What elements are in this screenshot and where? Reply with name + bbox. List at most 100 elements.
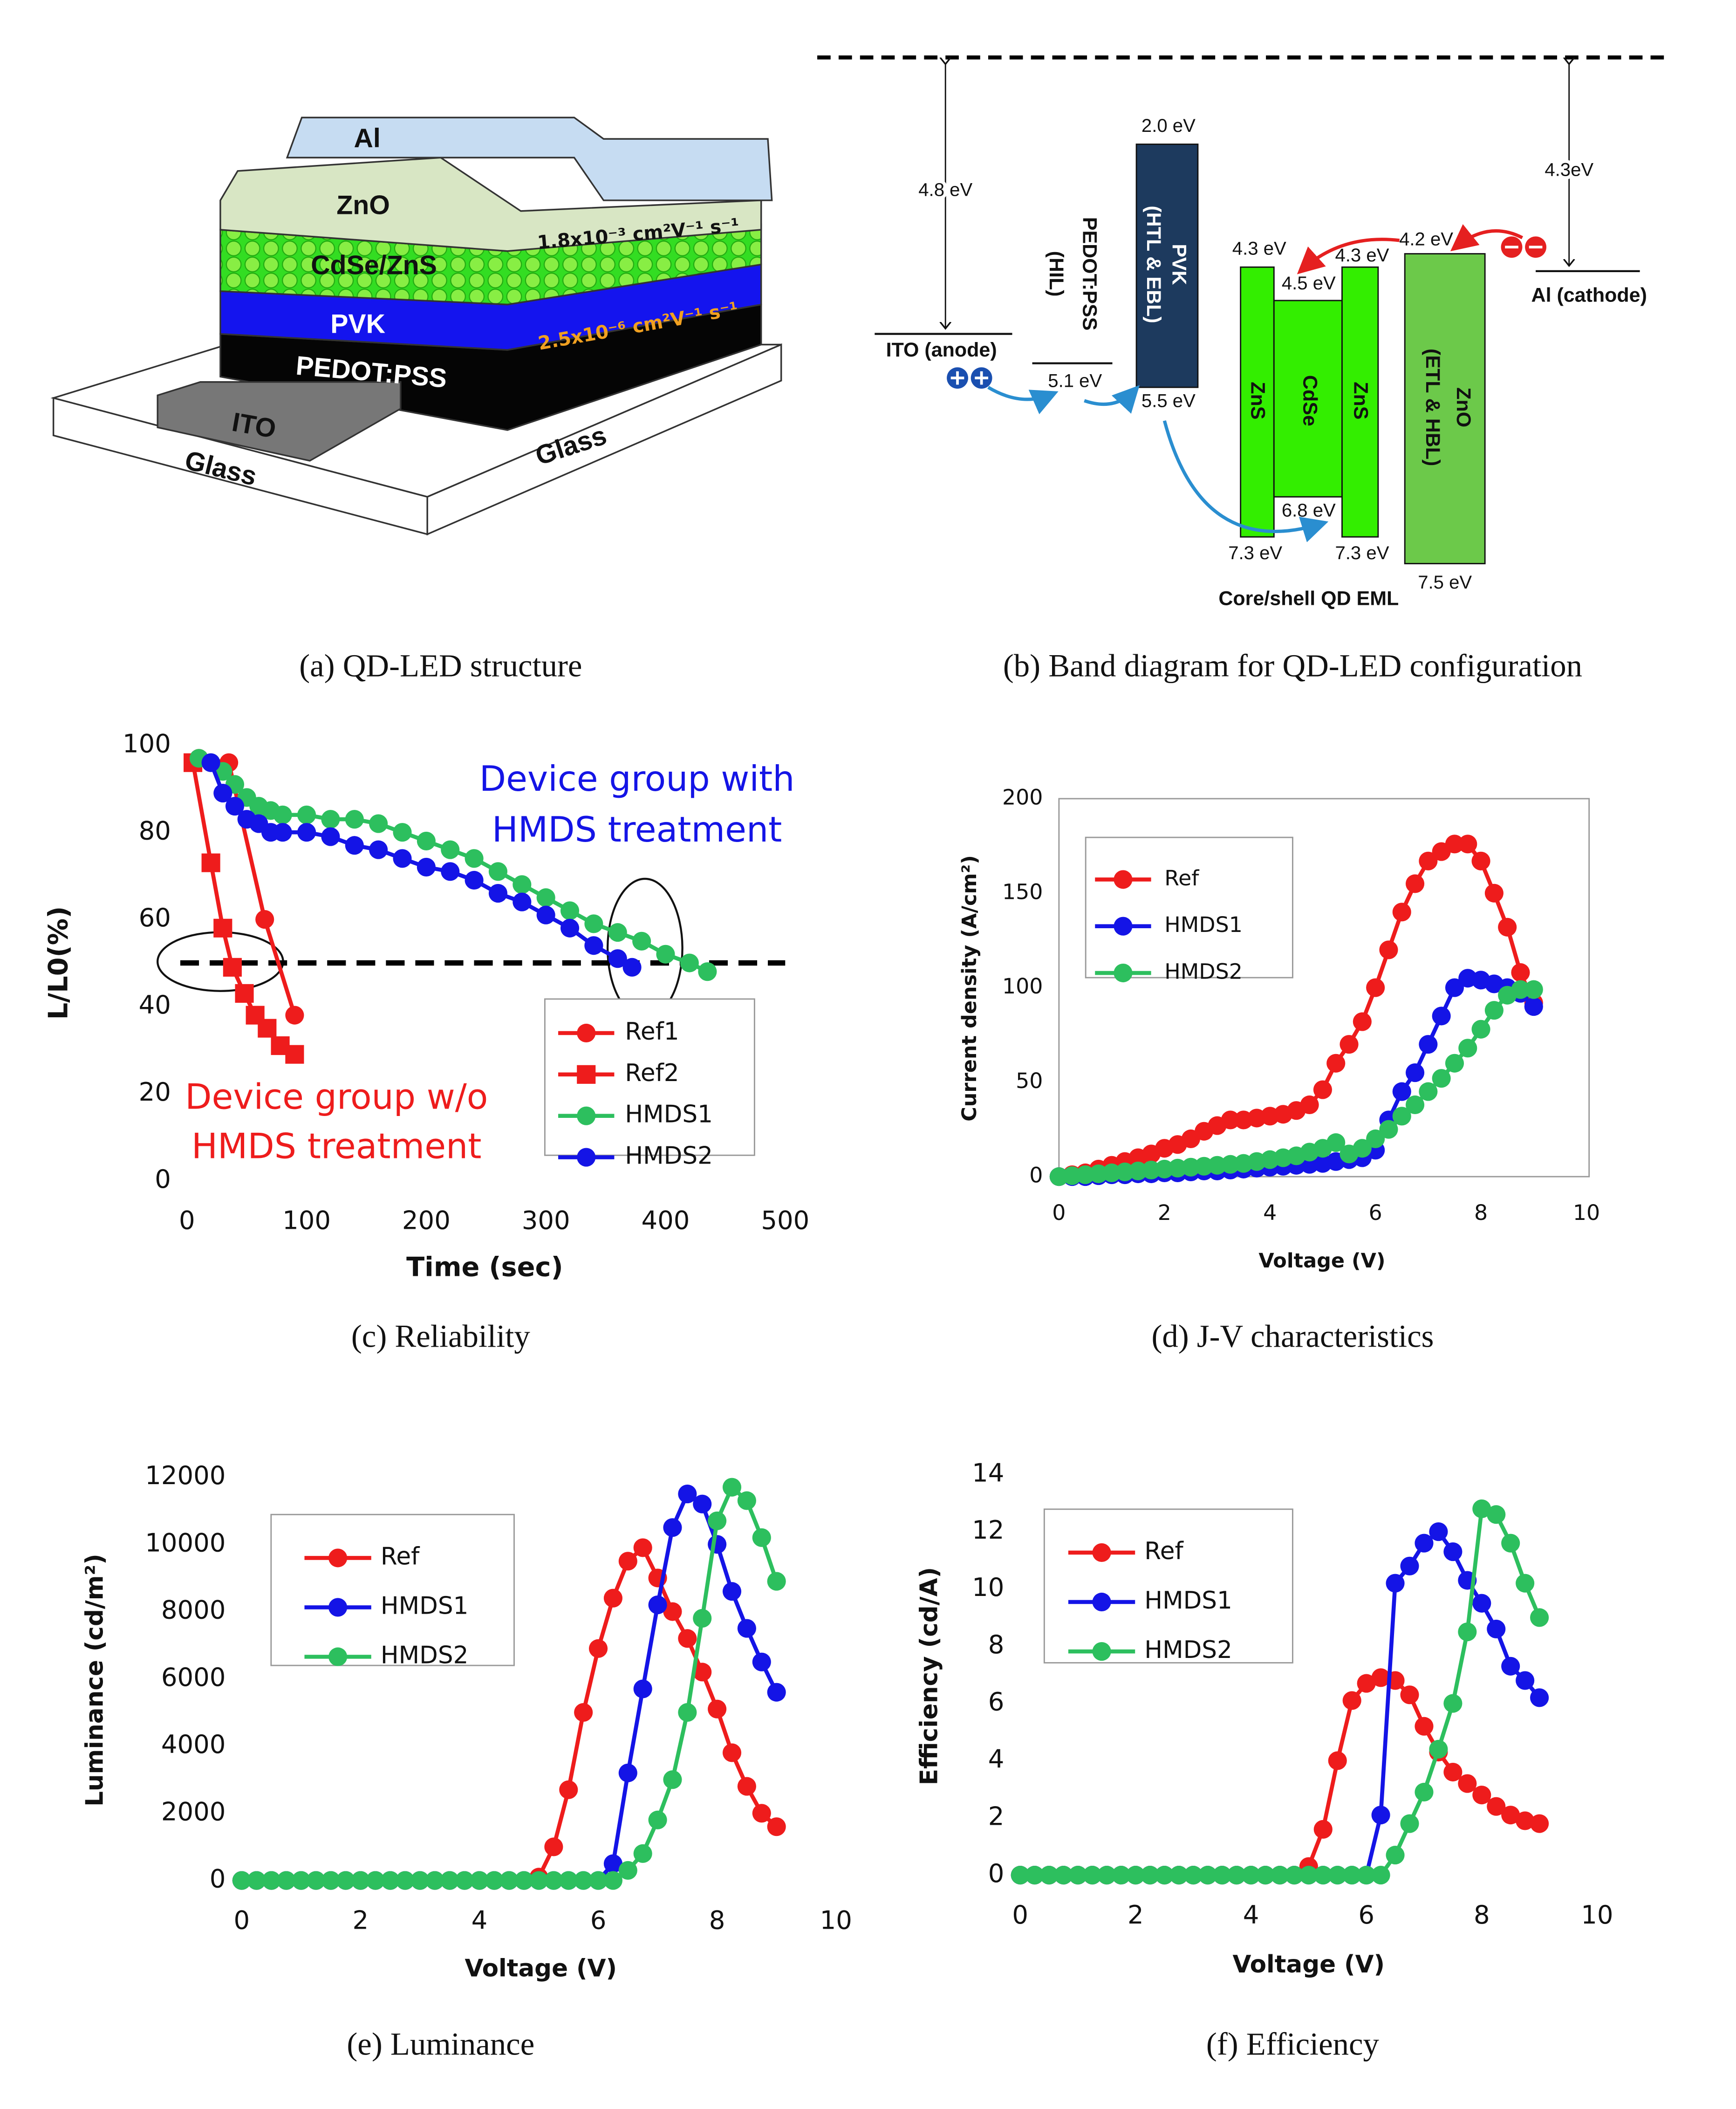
- hole-path: [987, 386, 1059, 414]
- chart: 0 2 4 6 8 10 0 2000 4000 6000 8000 10000 12000 Voltag…: [81, 1460, 852, 2061]
- legend-label: HMDS2: [625, 1142, 713, 1170]
- data-point: [1471, 1020, 1490, 1039]
- x-tick-label: 10: [1581, 1900, 1613, 1930]
- data-point: [351, 1871, 370, 1890]
- x-axis-title: Voltage (V): [1258, 1249, 1385, 1273]
- x-tick-label: 400: [642, 1205, 690, 1235]
- x-tick-label: 6: [1358, 1900, 1374, 1930]
- zns-band: [1240, 266, 1275, 538]
- data-point: [273, 823, 292, 842]
- data-point: [258, 1019, 277, 1038]
- data-point: [693, 1663, 712, 1682]
- data-point: [485, 1871, 504, 1890]
- data-point: [262, 1871, 281, 1890]
- legend-label: HMDS2: [1144, 1636, 1232, 1664]
- data-point: [225, 797, 245, 816]
- data-point: [1371, 1866, 1390, 1885]
- zns-band: [1341, 266, 1379, 538]
- energy-label: 2.0 eV: [1141, 115, 1196, 136]
- legend-label: HMDS1: [625, 1101, 713, 1129]
- data-point: [1429, 1522, 1448, 1541]
- data-point: [1379, 940, 1398, 959]
- energy-label: 4.3 eV: [1335, 245, 1389, 266]
- y-tick-label: 50: [1016, 1068, 1043, 1093]
- data-point: [1213, 1866, 1232, 1885]
- data-point: [698, 962, 717, 981]
- data-point: [1400, 1685, 1419, 1705]
- layer-label: (ETL & HBL): [1422, 349, 1444, 466]
- legend-label: Ref: [1144, 1537, 1184, 1565]
- x-tick-label: 0: [233, 1905, 250, 1935]
- layer-label: PVK: [1168, 244, 1190, 285]
- x-axis-title: Voltage (V): [1233, 1951, 1385, 1979]
- data-point: [584, 936, 603, 955]
- data-point: [1443, 1542, 1463, 1561]
- data-point: [1419, 851, 1438, 870]
- data-point: [678, 1629, 697, 1648]
- data-point: [1270, 1866, 1289, 1885]
- data-point: [737, 1491, 756, 1510]
- data-point: [1487, 1619, 1506, 1638]
- data-point: [255, 910, 274, 929]
- data-point: [1227, 1866, 1246, 1885]
- y-tick-label: 4: [988, 1744, 1005, 1774]
- data-point: [678, 1703, 697, 1722]
- y-tick-label: 0: [155, 1164, 171, 1194]
- data-point: [618, 1552, 637, 1571]
- data-point: [1371, 1668, 1390, 1687]
- data-point: [1484, 1001, 1504, 1020]
- y-tick-label: 200: [1002, 784, 1043, 809]
- glass-side: [426, 343, 782, 536]
- data-point: [633, 1679, 652, 1698]
- data-point: [1432, 1069, 1451, 1088]
- y-tick-label: 10: [972, 1572, 1004, 1602]
- data-point: [1516, 1671, 1535, 1690]
- zno-band: [1404, 253, 1486, 564]
- x-tick-label: 2: [1128, 1900, 1144, 1930]
- legend-marker: [1092, 1543, 1111, 1562]
- data-point: [1126, 1866, 1145, 1885]
- y-axis-title: Efficiency (cd/A): [916, 1567, 943, 1785]
- legend-marker: [1114, 963, 1133, 983]
- data-point: [574, 1871, 593, 1890]
- data-point: [1501, 1657, 1520, 1676]
- legend-marker: [1092, 1642, 1111, 1661]
- data-point: [584, 914, 603, 933]
- data-point: [345, 810, 364, 829]
- y-tick-label: 6000: [161, 1662, 226, 1692]
- electron-path: [1297, 238, 1400, 274]
- data-point: [1487, 1505, 1506, 1524]
- data-point: [1083, 1866, 1102, 1885]
- data-point: [393, 849, 412, 868]
- caption: (e) Luminance: [347, 2027, 534, 2062]
- data-point: [708, 1699, 727, 1719]
- data-point: [1155, 1866, 1174, 1885]
- data-point: [559, 1871, 578, 1890]
- caption: (f) Efficiency: [1206, 2027, 1380, 2062]
- data-point: [1198, 1866, 1217, 1885]
- y-tick-label: 0: [1029, 1163, 1043, 1188]
- data-point: [1524, 997, 1543, 1016]
- legend-marker: [577, 1106, 596, 1125]
- data-point: [1443, 1762, 1463, 1782]
- data-point: [232, 1871, 251, 1890]
- data-point: [273, 805, 292, 824]
- data-point: [1169, 1866, 1189, 1885]
- x-tick-label: 0: [179, 1205, 195, 1235]
- x-tick-label: 0: [1052, 1200, 1066, 1225]
- layer-label: CdSe/ZnS: [311, 250, 437, 280]
- legend-label: HMDS2: [1164, 959, 1243, 984]
- y-tick-label: 0: [988, 1858, 1005, 1888]
- y-tick-label: 10000: [145, 1527, 226, 1557]
- data-point: [608, 949, 627, 968]
- y-tick-label: 20: [139, 1077, 171, 1107]
- layer-label: Al: [354, 123, 381, 153]
- layer-label: ZnS: [1247, 382, 1269, 419]
- data-point: [603, 1589, 622, 1608]
- data-point: [321, 810, 340, 829]
- data-point: [1415, 1534, 1434, 1553]
- data-point: [514, 1871, 533, 1890]
- y-tick-label: 60: [139, 903, 171, 932]
- data-point: [297, 823, 316, 842]
- y-tick-label: 150: [1002, 879, 1043, 904]
